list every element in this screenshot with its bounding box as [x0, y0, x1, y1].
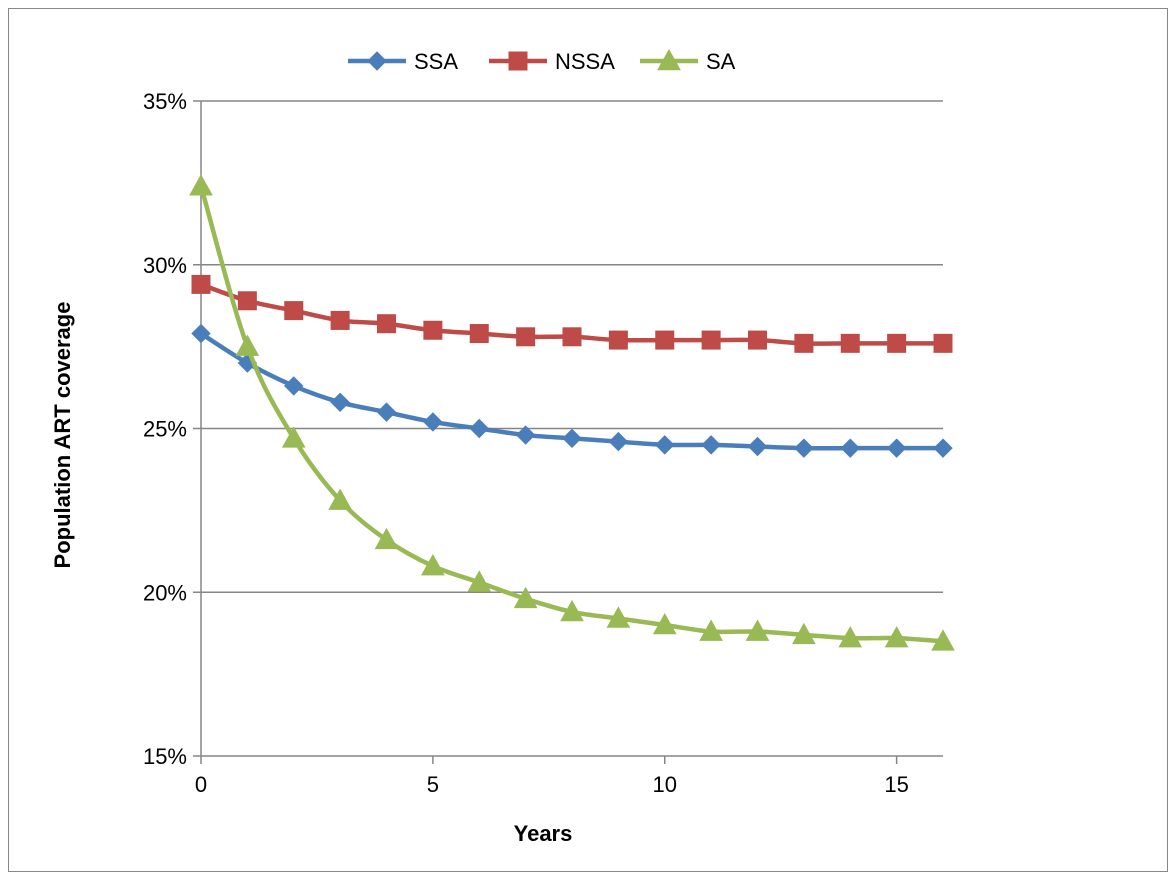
data-point-nssa [748, 330, 767, 350]
data-point-ssa [747, 436, 768, 457]
data-point-ssa [376, 402, 397, 422]
data-point-sa [838, 626, 863, 648]
legend-label-sa: SA [706, 49, 736, 74]
x-tick-label: 10 [653, 772, 677, 797]
x-axis-title: Years [514, 821, 573, 846]
data-point-nssa [284, 301, 304, 321]
legend-item-sa: SA [640, 48, 736, 74]
data-point-nssa [701, 330, 721, 350]
data-point-sa [699, 619, 723, 641]
data-point-ssa [469, 418, 489, 439]
data-point-ssa [794, 438, 814, 458]
data-point-nssa [608, 330, 628, 350]
data-point-sa [421, 554, 445, 576]
x-tick-label: 15 [884, 772, 908, 797]
data-point-sa [235, 334, 260, 356]
data-point-nssa [562, 327, 582, 347]
data-point-ssa [284, 376, 304, 396]
data-point-sa [328, 488, 352, 510]
data-point-ssa [886, 438, 907, 458]
data-point-ssa [191, 323, 211, 344]
data-point-sa [281, 426, 306, 448]
data-point-sa [189, 174, 213, 196]
x-tick-label: 0 [195, 772, 207, 797]
data-point-nssa [423, 320, 443, 340]
data-point-ssa [423, 412, 443, 432]
data-point-sa [513, 586, 538, 609]
data-point-sa [467, 570, 492, 592]
y-axis-title: Population ART coverage [50, 302, 75, 569]
legend-item-nssa: NSSA [489, 49, 615, 74]
legend: SSA NSSA SA [348, 48, 736, 74]
chart-frame: 15% 20% 25% 30% 35% 0 5 10 15 SSA NSSA SA Years Po… [8, 8, 1168, 872]
data-point-nssa [933, 333, 953, 353]
legend-marker-sa [657, 48, 681, 71]
data-point-ssa [608, 431, 629, 452]
series-lines [189, 174, 955, 651]
y-tick-label: 20% [143, 580, 187, 605]
data-point-ssa [655, 435, 675, 455]
data-point-sa [884, 626, 909, 648]
data-point-nssa [330, 310, 350, 330]
data-point-sa [931, 629, 955, 651]
series-sa [189, 174, 955, 651]
y-tick-label: 15% [143, 744, 187, 769]
data-point-nssa [377, 314, 396, 334]
line-chart: 15% 20% 25% 30% 35% 0 5 10 15 SSA NSSA SA Years Po… [50, 48, 955, 846]
y-tick-label: 30% [143, 253, 187, 278]
series-nssa [191, 274, 953, 353]
data-point-nssa [655, 330, 675, 350]
legend-item-ssa: SSA [348, 49, 458, 74]
data-point-nssa [794, 333, 814, 353]
y-tick-label: 25% [143, 417, 187, 442]
data-point-ssa [933, 438, 953, 458]
legend-label-ssa: SSA [414, 49, 458, 74]
data-point-sa [374, 527, 399, 550]
data-point-ssa [562, 428, 582, 449]
y-tick-label: 35% [143, 89, 187, 114]
data-point-nssa [237, 291, 257, 311]
data-point-nssa [887, 333, 907, 353]
axes: 15% 20% 25% 30% 35% 0 5 10 15 [143, 89, 909, 797]
series-line-sa [198, 185, 944, 644]
data-point-sa [792, 622, 816, 645]
data-point-nssa [840, 333, 860, 353]
data-point-ssa [840, 438, 860, 458]
data-point-sa [745, 619, 770, 641]
data-point-sa [652, 612, 677, 635]
data-point-ssa [330, 392, 350, 413]
data-point-nssa [469, 324, 489, 344]
data-point-ssa [701, 435, 721, 455]
data-point-nssa [516, 327, 536, 347]
legend-label-nssa: NSSA [555, 49, 615, 74]
data-point-sa [606, 606, 631, 628]
legend-marker-nssa [508, 51, 528, 71]
data-point-sa [560, 599, 584, 622]
data-point-nssa [191, 274, 211, 294]
data-point-ssa [515, 425, 536, 445]
gridlines [193, 100, 943, 757]
legend-marker-ssa [367, 51, 387, 71]
x-tick-label: 5 [427, 772, 439, 797]
